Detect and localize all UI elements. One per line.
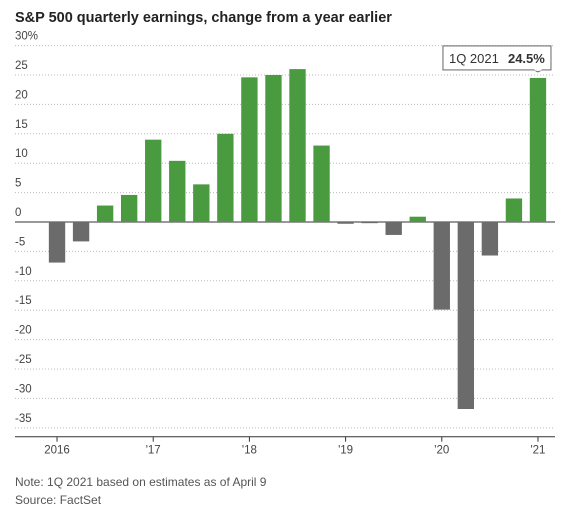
- y-tick-label: -10: [15, 266, 32, 278]
- annotation-box: [442, 45, 552, 71]
- bar: [48, 221, 66, 263]
- bar: [409, 216, 426, 222]
- bar: [120, 194, 138, 222]
- bar: [505, 198, 523, 222]
- y-tick-label: -5: [15, 236, 25, 248]
- bar: [145, 139, 162, 222]
- x-tick-label: '21: [530, 445, 545, 457]
- y-tick-label: 0: [15, 207, 21, 219]
- x-tick-label: 2016: [44, 445, 70, 457]
- value-label: 24.5%: [508, 51, 545, 66]
- bar: [457, 221, 475, 410]
- bar: [313, 145, 330, 222]
- bar: [385, 221, 402, 235]
- bar: [433, 221, 450, 310]
- bar: [265, 74, 282, 222]
- bar: [241, 77, 258, 222]
- y-tick-label: 10: [15, 148, 28, 160]
- source: Source: FactSet: [15, 493, 102, 507]
- bar: [217, 133, 234, 222]
- x-tick-label: '17: [146, 445, 161, 457]
- bar: [289, 69, 306, 222]
- y-tick-label: 5: [15, 178, 21, 190]
- note: Note: 1Q 2021 based on estimates as of A…: [15, 475, 267, 489]
- chart-title: S&P 500 quarterly earnings, change from …: [15, 10, 392, 26]
- y-tick-label: -25: [15, 354, 32, 366]
- bar: [72, 221, 90, 242]
- y-tick-label: -35: [15, 413, 32, 425]
- y-tick-label: 20: [15, 89, 28, 101]
- bar: [481, 221, 499, 256]
- y-tick-label: -20: [15, 325, 32, 337]
- bar: [361, 221, 378, 224]
- bar: [169, 160, 186, 222]
- annotation-label: 1Q 2021: [449, 51, 499, 66]
- bar: [529, 77, 547, 222]
- bar: [337, 221, 354, 224]
- y-tick-label: 30%: [15, 31, 38, 43]
- bar: [193, 184, 210, 222]
- x-tick-label: '19: [338, 445, 353, 457]
- y-tick-label: 25: [15, 60, 28, 72]
- x-tick-label: '18: [242, 445, 257, 457]
- y-tick-label: -30: [15, 383, 32, 395]
- bar: [96, 205, 114, 222]
- y-tick-label: -15: [15, 295, 32, 307]
- y-tick-label: 15: [15, 119, 28, 131]
- x-tick-label: '20: [434, 445, 449, 457]
